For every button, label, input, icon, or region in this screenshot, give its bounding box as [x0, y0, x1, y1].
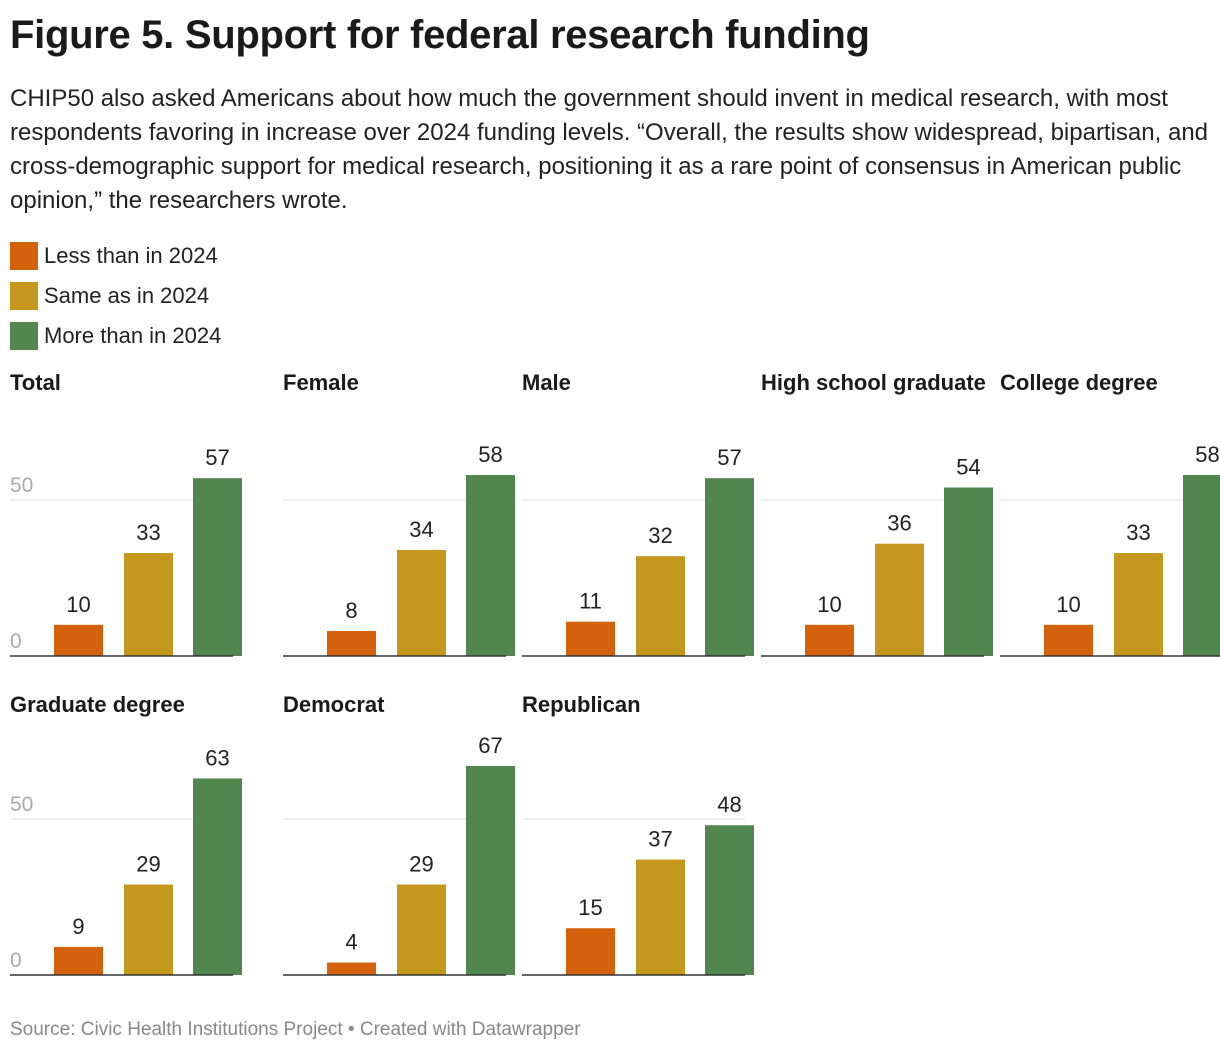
bar-college-degree-2 — [1183, 475, 1220, 656]
legend-swatch-more — [10, 322, 38, 350]
bar-graduate-degree-2 — [193, 778, 242, 975]
bar-college-degree-1 — [1114, 553, 1163, 656]
legend-item-more: More than in 2024 — [10, 316, 221, 356]
value-label-democrat-0: 4 — [345, 930, 357, 955]
value-label-democrat-1: 29 — [409, 852, 433, 877]
legend-swatch-less — [10, 242, 38, 270]
bar-total-2 — [193, 478, 242, 656]
value-label-high-school-graduate-1: 36 — [887, 511, 911, 536]
value-label-graduate-degree-0: 9 — [72, 914, 84, 939]
y-tick-label-0: 0 — [10, 949, 22, 972]
value-label-total-1: 33 — [136, 520, 160, 545]
value-label-college-degree-1: 33 — [1126, 520, 1150, 545]
bar-high-school-graduate-2 — [944, 487, 993, 656]
value-label-male-2: 57 — [717, 445, 741, 470]
value-label-republican-2: 48 — [717, 792, 741, 817]
legend-label-more: More than in 2024 — [44, 323, 222, 348]
legend-label-same: Same as in 2024 — [44, 283, 210, 308]
value-label-graduate-degree-2: 63 — [205, 745, 229, 770]
value-label-graduate-degree-1: 29 — [136, 852, 160, 877]
value-label-college-degree-2: 58 — [1195, 442, 1219, 467]
bar-democrat-2 — [466, 765, 515, 975]
panel-title-male: Male — [522, 370, 571, 395]
bar-republican-1 — [636, 859, 685, 975]
legend-item-less: Less than in 2024 — [10, 236, 221, 276]
bar-female-2 — [466, 475, 515, 656]
bar-total-1 — [124, 553, 173, 656]
bar-female-0 — [327, 631, 376, 656]
legend-swatch-same — [10, 282, 38, 310]
bar-republican-0 — [566, 928, 615, 975]
value-label-female-1: 34 — [409, 517, 433, 542]
value-label-female-2: 58 — [478, 442, 502, 467]
y-tick-label-50: 50 — [10, 474, 33, 497]
chart-subtitle: CHIP50 also asked Americans about how mu… — [10, 85, 1209, 214]
y-tick-label-50: 50 — [10, 793, 33, 816]
value-label-college-degree-0: 10 — [1056, 592, 1080, 617]
value-label-republican-1: 37 — [648, 827, 672, 852]
value-label-total-2: 57 — [205, 445, 229, 470]
legend: Less than in 2024 Same as in 2024 More t… — [10, 236, 221, 356]
value-label-high-school-graduate-0: 10 — [817, 592, 841, 617]
bar-republican-2 — [705, 825, 754, 975]
panel-title-total: Total — [10, 370, 61, 395]
source-footer: Source: Civic Health Institutions Projec… — [10, 1019, 581, 1040]
bar-college-degree-0 — [1044, 624, 1093, 656]
bar-graduate-degree-1 — [124, 884, 173, 975]
bar-female-1 — [397, 549, 446, 656]
panel-title-graduate-degree: Graduate degree — [10, 692, 185, 717]
legend-item-same: Same as in 2024 — [10, 276, 221, 316]
legend-label-less: Less than in 2024 — [44, 243, 218, 268]
value-label-male-1: 32 — [648, 523, 672, 548]
value-label-republican-0: 15 — [578, 895, 602, 920]
bar-high-school-graduate-0 — [805, 624, 854, 656]
bar-total-0 — [54, 624, 103, 656]
bar-male-1 — [636, 556, 685, 656]
panel-title-democrat: Democrat — [283, 692, 385, 717]
panel-title-college-degree: College degree — [1000, 370, 1158, 395]
bar-democrat-0 — [327, 962, 376, 975]
panel-title-female: Female — [283, 370, 359, 395]
value-label-male-0: 11 — [579, 589, 602, 614]
y-tick-label-0: 0 — [10, 630, 22, 653]
value-label-total-0: 10 — [66, 592, 90, 617]
value-label-high-school-graduate-2: 54 — [956, 455, 980, 480]
value-label-female-0: 8 — [345, 598, 357, 623]
bar-graduate-degree-0 — [54, 946, 103, 975]
value-label-democrat-2: 67 — [478, 733, 502, 758]
panel-title-high-school-graduate: High school graduate — [761, 370, 986, 395]
panel-title-republican: Republican — [522, 692, 641, 717]
bar-high-school-graduate-1 — [875, 543, 924, 656]
bar-democrat-1 — [397, 884, 446, 975]
bar-male-2 — [705, 478, 754, 656]
chart-title: Figure 5. Support for federal research f… — [10, 13, 870, 57]
bar-male-0 — [566, 621, 615, 656]
